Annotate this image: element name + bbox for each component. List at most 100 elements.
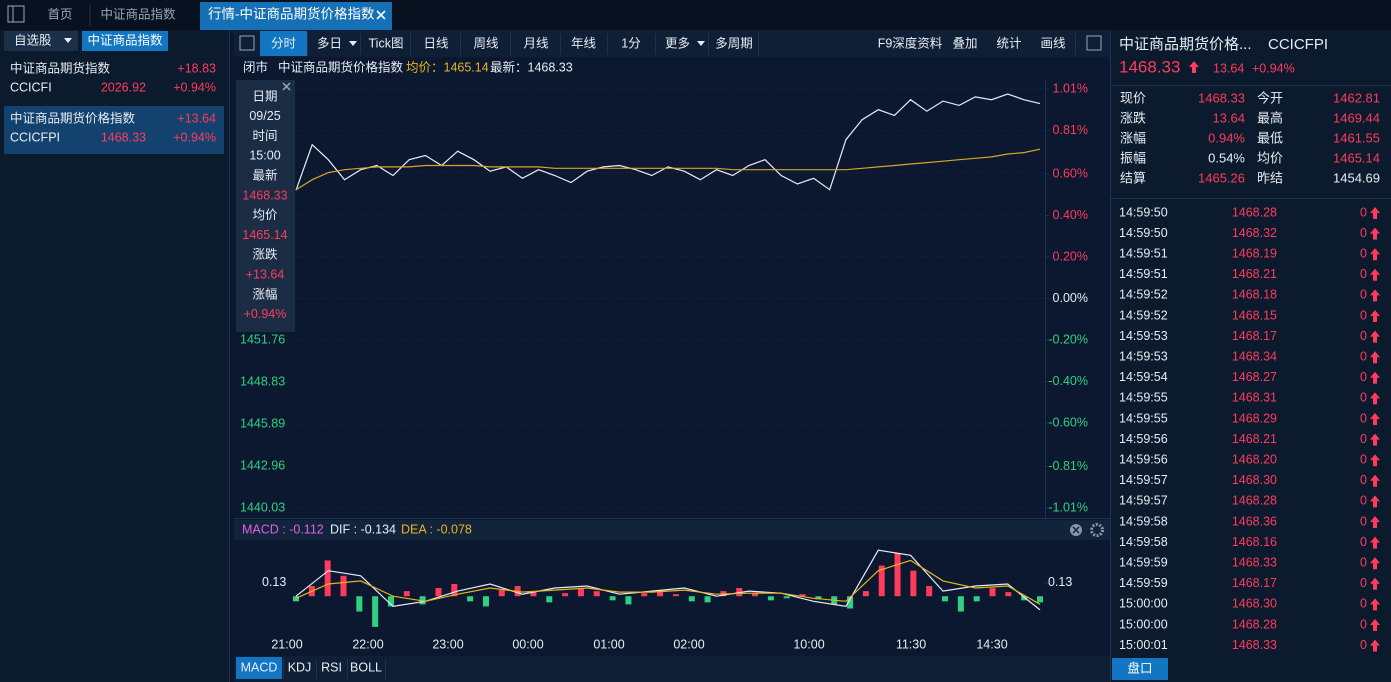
item-name[interactable]: 中证商品期货价格指数 xyxy=(10,110,136,125)
item-code: CCICFPI xyxy=(10,130,60,144)
tick-volume: 0 xyxy=(1360,597,1367,611)
layout-icon[interactable] xyxy=(7,5,25,23)
macd-bar xyxy=(356,596,363,612)
macd-bar xyxy=(704,596,711,603)
tick-price: 1468.33 xyxy=(1232,638,1277,652)
active-button[interactable] xyxy=(260,31,307,56)
x-tick-label: 22:00 xyxy=(352,637,383,651)
macd-bar xyxy=(688,596,695,602)
y2-tick-label: -0.40% xyxy=(1048,374,1088,388)
toolbar-button[interactable]: F9深度资料 xyxy=(878,35,943,50)
tick-price: 1468.30 xyxy=(1232,473,1277,487)
up-arrow xyxy=(1370,330,1380,343)
macd-bar xyxy=(387,596,394,607)
stat-label: 昨结 xyxy=(1257,170,1283,185)
macd-bar xyxy=(783,596,790,599)
toolbar-button[interactable]: 更多 xyxy=(665,36,690,50)
toolbar-button[interactable]: 多日 xyxy=(317,36,342,50)
indicator-tab[interactable]: BOLL xyxy=(350,660,382,674)
tab[interactable]: 行情-中证商品期货价格指数 xyxy=(208,6,375,22)
tick-time: 14:59:57 xyxy=(1119,494,1168,508)
macd-bar xyxy=(973,596,980,602)
tick-volume: 0 xyxy=(1360,411,1367,425)
tick-time: 14:59:55 xyxy=(1119,411,1168,425)
tick-price: 1468.34 xyxy=(1232,349,1277,363)
toolbar-button[interactable]: 月线 xyxy=(523,36,549,50)
toolbar-button[interactable]: 年线 xyxy=(571,36,597,50)
macd-bar xyxy=(894,553,901,597)
up-arrow xyxy=(1370,227,1380,240)
macd-bar xyxy=(324,560,331,597)
tab[interactable]: 中证商品指数 xyxy=(100,6,176,21)
y2-tick-label: -0.81% xyxy=(1048,459,1088,473)
y2-tick-label: 0.13 xyxy=(1048,575,1072,589)
panel-icon[interactable] xyxy=(1086,35,1102,51)
tick-volume: 0 xyxy=(1360,494,1367,508)
x-tick-label: 11:30 xyxy=(896,637,926,651)
close-icon[interactable] xyxy=(282,82,291,91)
dropdown[interactable] xyxy=(4,31,78,51)
settings-icon[interactable] xyxy=(1090,523,1104,537)
tick-time: 14:59:51 xyxy=(1119,246,1168,260)
item-name[interactable]: 中证商品期货指数 xyxy=(10,60,111,75)
indicator-tab[interactable]: RSI xyxy=(321,660,342,674)
up-arrow xyxy=(1370,310,1380,322)
panel-icon[interactable] xyxy=(239,35,255,51)
up-arrow xyxy=(1370,454,1380,467)
tick-volume: 0 xyxy=(1360,555,1367,569)
indicator-tab[interactable]: MACD xyxy=(241,660,278,674)
toolbar-button[interactable]: 画线 xyxy=(1040,36,1066,50)
x-tick-label: 10:00 xyxy=(793,637,824,651)
y2-tick-label: -0.20% xyxy=(1048,332,1088,346)
y2-tick-label: 0.00% xyxy=(1053,291,1088,305)
dropdown-icon xyxy=(697,41,705,46)
stat-value: 1465.14 xyxy=(1333,150,1380,165)
tooltip-label: 均价 xyxy=(252,208,278,222)
tooltip-label: 日期 xyxy=(252,89,277,103)
stat-label: 最高 xyxy=(1257,110,1283,125)
quote-price: 1468.33 xyxy=(1119,57,1180,76)
tick-volume: 0 xyxy=(1360,514,1367,528)
up-arrow xyxy=(1370,248,1380,261)
stat-value: 0.54% xyxy=(1208,150,1245,165)
toolbar-button[interactable]: 1分 xyxy=(621,36,640,50)
toolbar-button[interactable]: 叠加 xyxy=(952,36,977,50)
button[interactable] xyxy=(1112,658,1168,680)
tick-price: 1468.17 xyxy=(1232,576,1277,590)
active-button[interactable] xyxy=(236,657,282,679)
macd-bar xyxy=(530,592,537,597)
active-tab[interactable] xyxy=(200,2,392,30)
up-arrow xyxy=(1370,268,1380,281)
stat-label: 现价 xyxy=(1120,90,1146,105)
up-arrow xyxy=(1370,413,1380,425)
tick-volume: 0 xyxy=(1360,452,1367,466)
toolbar-button[interactable]: 多周期 xyxy=(715,36,753,50)
button[interactable] xyxy=(82,31,168,51)
toolbar-button[interactable]: 周线 xyxy=(473,36,499,50)
toolbar-button[interactable]: 统计 xyxy=(996,36,1021,50)
tooltip-label: 时间 xyxy=(252,129,277,143)
stat-label: 涨幅 xyxy=(1120,130,1146,145)
item-change: +13.64 xyxy=(177,111,216,125)
button[interactable]: 盘口 xyxy=(1127,660,1152,675)
dea-line xyxy=(295,559,1041,605)
toolbar-button[interactable]: Tick图 xyxy=(369,36,404,50)
macd-bar xyxy=(577,588,584,597)
toolbar-button[interactable]: 日线 xyxy=(423,36,449,50)
toolbar-button[interactable]: 分时 xyxy=(271,36,297,50)
macd-bar xyxy=(403,591,410,597)
close-icon[interactable] xyxy=(376,10,386,20)
tick-price: 1468.21 xyxy=(1232,267,1277,281)
tab[interactable]: 首页 xyxy=(47,7,72,21)
y2-tick-label: -1.01% xyxy=(1048,500,1088,514)
button[interactable]: 中证商品指数 xyxy=(87,32,163,47)
tick-time: 14:59:56 xyxy=(1119,432,1168,446)
tick-time: 14:59:59 xyxy=(1119,555,1168,569)
indicator-tab[interactable]: KDJ xyxy=(288,660,312,674)
tooltip xyxy=(236,80,295,332)
last-price: 最新：1468.33 xyxy=(490,59,573,74)
macd-bar xyxy=(625,596,632,605)
macd-bar xyxy=(641,593,648,597)
indicator-value: DEA : -0.078 xyxy=(401,522,472,536)
button[interactable]: 自选股 xyxy=(14,33,52,47)
